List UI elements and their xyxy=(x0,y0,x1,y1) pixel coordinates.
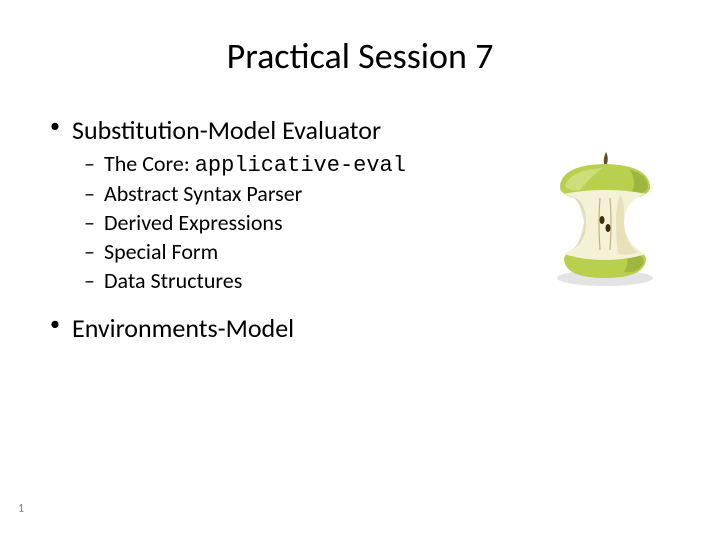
page-number: 1 xyxy=(18,502,24,516)
bullet-sub-1-code: applicative-eval xyxy=(195,153,406,178)
slide: Practical Session 7 Substitution-Model E… xyxy=(0,0,720,540)
bullet-main-2-text: Environments-Model xyxy=(72,312,294,344)
bullet-sub-3-text: Derived Expressions xyxy=(104,209,283,236)
bullet-sub-4-text: Special Form xyxy=(104,238,218,265)
page-title: Practical Session 7 xyxy=(40,34,680,78)
bullet-sub-5-text: Data Structures xyxy=(104,267,242,294)
apple-core-icon xyxy=(530,150,680,290)
bullet-sub-1-prefix: The Core: xyxy=(104,150,195,177)
bullet-sub-2-text: Abstract Syntax Parser xyxy=(104,180,302,207)
bullet-main-1: Substitution-Model Evaluator xyxy=(50,114,680,146)
bullet-main-1-text: Substitution-Model Evaluator xyxy=(72,114,381,146)
bullet-main-2: Environments-Model xyxy=(50,312,680,344)
